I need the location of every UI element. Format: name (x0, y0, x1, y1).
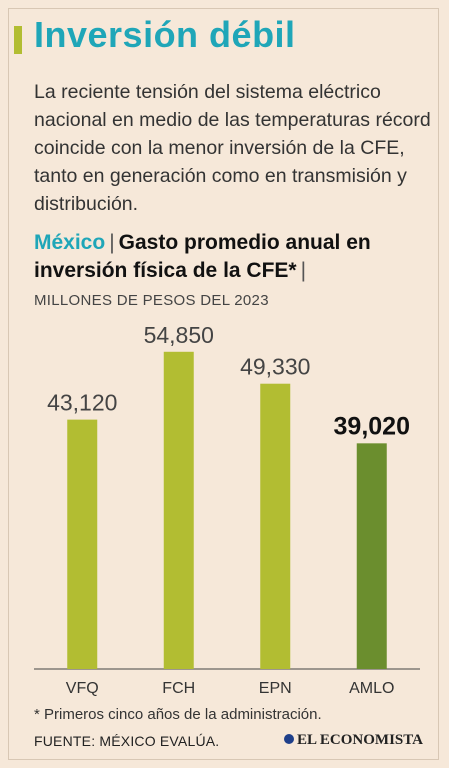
category-label-epn: EPN (259, 680, 292, 697)
bar-fch (163, 351, 194, 669)
heading-separator: | (109, 231, 115, 254)
source-label: FUENTE: MÉXICO EVALÚA. (34, 733, 220, 749)
brand-logo: EL ECONOMISTA (284, 732, 423, 749)
chart-heading: México | Gasto promedio anual en inversión… (34, 229, 439, 285)
value-label-vfq: 43,120 (47, 390, 117, 416)
value-label-fch: 54,850 (144, 322, 214, 348)
units-label: MILLONES DE PESOS DEL 2023 (34, 292, 269, 309)
bar-amlo (356, 443, 387, 669)
chart-title: Gasto promedio anual en inversión física… (34, 231, 371, 282)
card-frame (8, 8, 439, 760)
category-label-vfq: VFQ (66, 680, 99, 697)
title-accent-bar (14, 26, 22, 54)
heading-trailing-separator: | (300, 259, 307, 282)
intro-text: La reciente tensión del sistema eléctric… (34, 81, 431, 215)
value-label-amlo: 39,020 (334, 412, 410, 440)
brand-name: EL ECONOMISTA (297, 732, 423, 748)
bar-epn (260, 383, 291, 669)
category-label-amlo: AMLO (349, 680, 394, 697)
value-label-epn: 49,330 (240, 354, 310, 380)
page-title: Inversión débil (34, 14, 296, 55)
bar-vfq (67, 419, 98, 669)
category-label-fch: FCH (162, 680, 195, 697)
country-label: México (34, 231, 106, 254)
footnote: * Primeros cinco años de la administraci… (34, 706, 322, 723)
brand-dot-icon (284, 734, 294, 744)
